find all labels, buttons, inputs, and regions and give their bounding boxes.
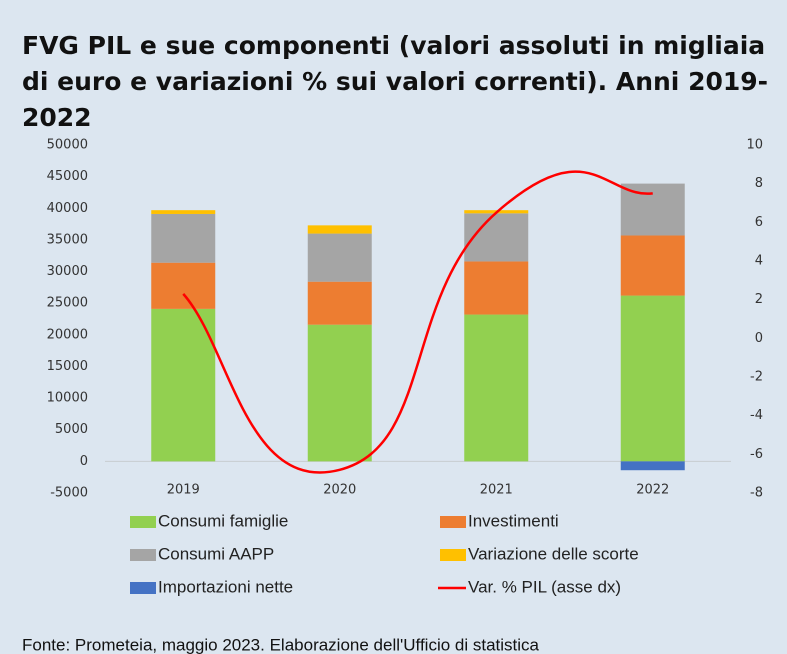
bar-segment (307, 233, 372, 282)
bar-segment (151, 262, 216, 309)
bar-segment (151, 308, 216, 462)
chart-title: FVG PIL e sue componenti (valori assolut… (22, 31, 769, 132)
x-tick-label: 2022 (636, 483, 669, 498)
bar-segment (307, 225, 372, 234)
bar-segment (620, 235, 685, 296)
source: Fonte: Prometeia, maggio 2023. Elaborazi… (22, 635, 540, 654)
legend-label: Investimenti (468, 511, 559, 530)
legend-label: Consumi AAPP (158, 544, 274, 563)
line (182, 170, 653, 474)
y-tick-label: 45000 (47, 169, 88, 184)
y2-tick-label: 6 (755, 215, 763, 230)
bar-segment (464, 261, 529, 315)
legend-swatch (130, 516, 156, 528)
y-tick-label: 35000 (47, 232, 88, 247)
y2-tick-label: -2 (750, 370, 763, 385)
legend-swatch (130, 549, 156, 561)
legend-swatch (440, 549, 466, 561)
y-tick-label: 15000 (47, 359, 88, 374)
x-tick-label: 2019 (167, 483, 200, 498)
legend-label: Variazione delle scorte (468, 544, 639, 563)
y-tick-label: 20000 (47, 327, 88, 342)
legend-label: Consumi famiglie (158, 511, 288, 530)
y-tick-label: 50000 (47, 138, 88, 153)
bar-segment (620, 295, 685, 462)
y-tick-label: 5000 (55, 422, 88, 437)
y2-tick-label: 8 (755, 176, 763, 191)
legend-swatch (130, 582, 156, 594)
bar-segment (307, 281, 372, 325)
bar-segment (151, 213, 216, 263)
y2-tick-label: 10 (746, 138, 763, 153)
y2-tick-label: 2 (755, 292, 763, 307)
y-tick-label: 25000 (47, 296, 88, 311)
y2-tick-label: -6 (750, 447, 763, 462)
y2-tick-label: -8 (750, 486, 763, 501)
y-tick-label: -5000 (50, 486, 88, 501)
legend-label: Importazioni nette (158, 577, 293, 596)
y-tick-label: 30000 (47, 264, 88, 279)
y2-tick-label: 4 (755, 254, 763, 269)
x-tick-label: 2021 (480, 483, 513, 498)
y2-tick-label: 0 (755, 331, 763, 346)
x-tick-label: 2020 (323, 483, 356, 498)
y-tick-label: 10000 (47, 391, 88, 406)
bar-segment (307, 324, 372, 462)
legend-swatch (440, 516, 466, 528)
y-tick-label: 0 (80, 454, 88, 469)
bar-segment (151, 210, 216, 214)
legend-label: Var. % PIL (asse dx) (468, 577, 621, 596)
bar-segment (464, 213, 529, 262)
bar-segment (620, 461, 685, 471)
bar-segment (464, 314, 529, 462)
y2-tick-label: -4 (750, 408, 763, 423)
y-tick-label: 40000 (47, 201, 88, 216)
